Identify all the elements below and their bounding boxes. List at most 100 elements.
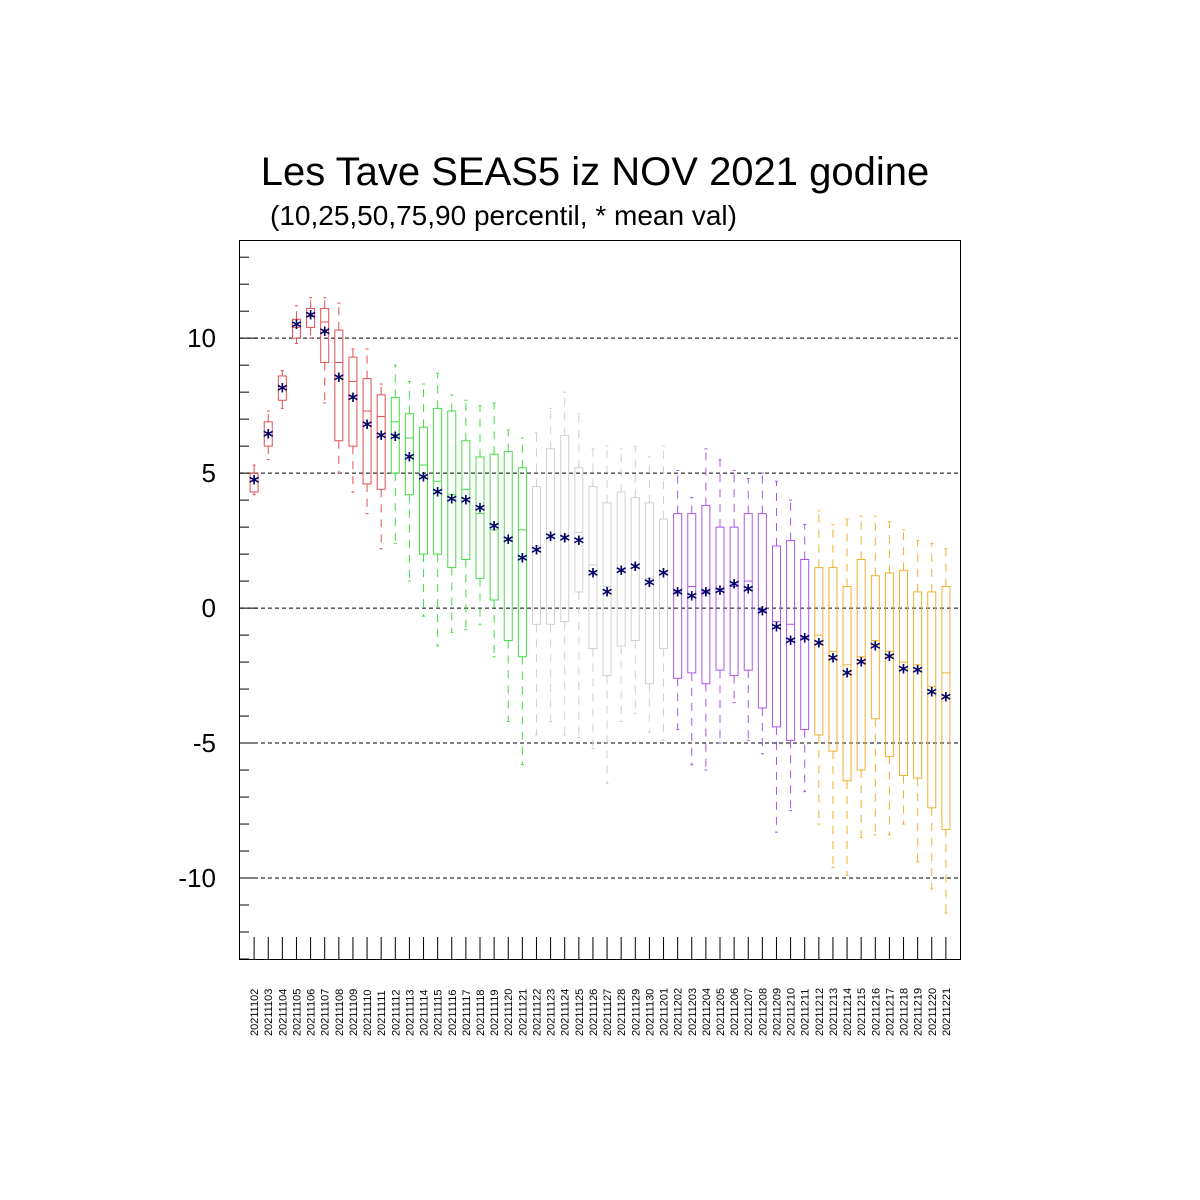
box-20211218 (899, 529, 909, 825)
x-tick-label: 20211202 (673, 988, 685, 1036)
iqr-box (899, 569, 909, 776)
mean-marker: * (291, 316, 302, 340)
box-20211212 (814, 510, 824, 825)
x-tick-label: 20211114 (419, 990, 431, 1037)
box-20211208 (757, 472, 767, 755)
x-tick-label: 20211218 (899, 988, 911, 1036)
x-tick-label: 20211112 (390, 990, 402, 1037)
iqr-box (659, 518, 669, 650)
mean-marker: * (672, 583, 683, 607)
iqr-box (277, 375, 287, 401)
iqr-box (687, 513, 697, 674)
mean-marker: * (362, 416, 373, 440)
mean-marker: * (658, 564, 669, 588)
x-tick-label: 20211203 (687, 988, 699, 1036)
mean-marker: * (729, 575, 740, 599)
mean-marker: * (432, 483, 443, 507)
x-tick-label: 20211220 (927, 988, 939, 1036)
x-tick-label: 20211204 (701, 988, 713, 1036)
x-tick-label: 20211126 (588, 989, 600, 1036)
box-20211220 (927, 542, 937, 890)
x-tick-label: 20211122 (531, 989, 543, 1036)
mean-marker: * (771, 618, 782, 642)
mean-marker: * (305, 306, 316, 330)
box-20211119 (489, 402, 499, 658)
mean-marker: * (503, 530, 514, 554)
box-20211110 (362, 348, 372, 515)
x-tick-label: 20211128 (616, 989, 628, 1036)
box-20211130 (644, 456, 654, 733)
box-20211108 (334, 302, 344, 474)
mean-marker: * (870, 637, 881, 661)
iqr-box (870, 575, 880, 720)
box-20211109 (348, 348, 358, 493)
box-20211120 (503, 429, 513, 722)
x-tick-label: 20211216 (870, 988, 882, 1036)
box-20211202 (673, 469, 683, 731)
iqr-box (743, 513, 753, 671)
x-tick-label: 20211214 (842, 988, 854, 1036)
iqr-box (320, 307, 330, 363)
mean-marker: * (884, 648, 895, 672)
mean-marker: * (687, 587, 698, 611)
mean-marker: * (461, 491, 472, 515)
iqr-box (729, 526, 739, 677)
iqr-box (404, 413, 414, 496)
x-tick-label: 20211213 (828, 988, 840, 1036)
mean-marker: * (545, 528, 556, 552)
mean-marker: * (814, 634, 825, 658)
box-20211124 (560, 391, 570, 736)
mean-marker: * (489, 517, 500, 541)
plot-frame (239, 240, 961, 960)
iqr-box (531, 486, 541, 625)
x-tick-label: 20211124 (560, 989, 572, 1036)
iqr-box (828, 567, 838, 752)
x-tick-label: 20211209 (771, 988, 783, 1036)
y-tick-label: -10 (178, 863, 216, 893)
box-20211205 (715, 459, 725, 744)
box-20211216 (870, 515, 880, 836)
mean-marker: * (616, 561, 627, 585)
mean-marker: * (743, 580, 754, 604)
box-20211105 (291, 305, 301, 345)
iqr-box (334, 329, 344, 442)
mean-marker: * (531, 541, 542, 565)
box-20211214 (842, 518, 852, 876)
mean-marker: * (630, 557, 641, 581)
iqr-box (461, 440, 471, 561)
iqr-box (771, 545, 781, 728)
box-20211215 (856, 515, 866, 839)
x-tick-label: 20211106 (306, 989, 318, 1036)
box-20211127 (602, 445, 612, 785)
mean-marker: * (912, 661, 923, 685)
mean-marker: * (927, 683, 938, 707)
mean-marker: * (898, 660, 909, 684)
mean-marker: * (842, 664, 853, 688)
box-20211217 (884, 521, 894, 836)
x-tick-label: 20211130 (644, 989, 656, 1036)
mean-marker: * (249, 471, 260, 495)
box-20211122 (531, 432, 541, 736)
iqr-box (503, 451, 513, 641)
iqr-box (390, 397, 400, 474)
x-tick-label: 20211219 (913, 988, 925, 1036)
iqr-box (588, 486, 598, 650)
x-tick-label: 20211113 (404, 990, 416, 1037)
iqr-box (546, 448, 556, 625)
iqr-box (701, 505, 711, 685)
box-20211115 (433, 372, 443, 647)
mean-marker: * (559, 529, 570, 553)
iqr-box (927, 591, 937, 809)
mean-marker: * (799, 629, 810, 653)
iqr-box (884, 572, 894, 758)
x-tick-label: 20211110 (362, 990, 374, 1037)
iqr-box (814, 567, 824, 736)
mean-marker: * (644, 573, 655, 597)
iqr-box (941, 586, 951, 830)
x-tick-label: 20211103 (263, 989, 275, 1036)
mean-marker: * (574, 532, 585, 556)
iqr-box (786, 540, 796, 741)
iqr-box (574, 467, 584, 593)
box-20211114 (419, 383, 429, 617)
